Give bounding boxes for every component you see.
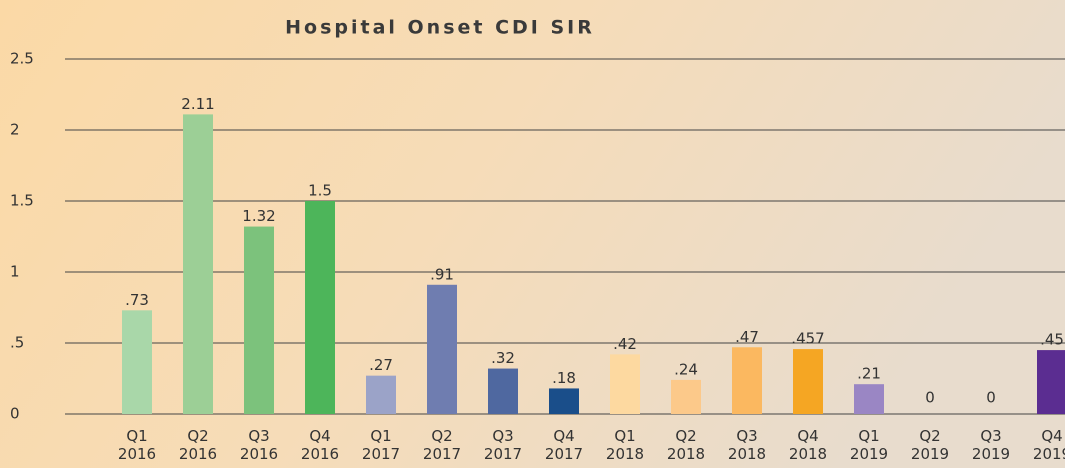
value-label: 1.32 — [242, 207, 275, 225]
bar — [793, 349, 823, 414]
x-tick-label: Q2 2017 — [423, 427, 461, 463]
x-tick-label: Q3 2016 — [240, 427, 278, 463]
y-tick-label: .5 — [10, 334, 24, 352]
y-tick-label: 1.5 — [10, 192, 34, 210]
bar — [732, 347, 762, 414]
y-tick-label: 2.5 — [10, 50, 34, 68]
x-tick-label: Q3 2017 — [484, 427, 522, 463]
bar — [244, 226, 274, 414]
value-label: .32 — [491, 349, 515, 367]
x-tick-label: Q2 2018 — [667, 427, 705, 463]
x-tick-label: Q1 2016 — [118, 427, 156, 463]
x-tick-label: Q1 2018 — [606, 427, 644, 463]
bar — [183, 114, 213, 414]
value-label: .457 — [791, 330, 824, 348]
value-label: .45 — [1040, 331, 1064, 349]
x-tick-label: Q4 2018 — [789, 427, 827, 463]
bar — [549, 388, 579, 414]
x-tick-label: Q4 2016 — [301, 427, 339, 463]
x-tick-label: Q2 2016 — [179, 427, 217, 463]
value-label: 0 — [986, 389, 996, 407]
bar — [610, 354, 640, 414]
bar — [366, 375, 396, 414]
value-label: .73 — [125, 291, 149, 309]
x-tick-label: Q1 2017 — [362, 427, 400, 463]
bar — [854, 384, 884, 414]
value-label: 1.5 — [308, 182, 332, 200]
x-tick-label: Q4 2017 — [545, 427, 583, 463]
x-tick-label: Q1 2019 — [850, 427, 888, 463]
bar — [122, 310, 152, 414]
value-label: .24 — [674, 360, 698, 378]
x-tick-label: Q42019 — [1033, 427, 1065, 463]
value-label: 2.11 — [181, 95, 214, 113]
bar — [1037, 350, 1065, 414]
value-label: .18 — [552, 369, 576, 387]
x-tick-label: Q2 2019 — [911, 427, 949, 463]
value-label: .27 — [369, 356, 393, 374]
x-tick-label: Q3 2018 — [728, 427, 766, 463]
y-tick-label: 0 — [10, 405, 20, 423]
value-label: 0 — [925, 389, 935, 407]
y-tick-label: 1 — [10, 263, 20, 281]
value-label: .21 — [857, 365, 881, 383]
bar — [488, 368, 518, 414]
bar — [671, 379, 701, 414]
value-label: .91 — [430, 265, 454, 283]
bar — [305, 201, 335, 414]
value-label: .42 — [613, 335, 637, 353]
x-tick-label: Q3 2019 — [972, 427, 1010, 463]
chart-title: Hospital Onset CDI SIR — [285, 17, 595, 39]
y-tick-label: 2 — [10, 121, 20, 139]
bar — [427, 284, 457, 414]
value-label: .47 — [735, 328, 759, 346]
